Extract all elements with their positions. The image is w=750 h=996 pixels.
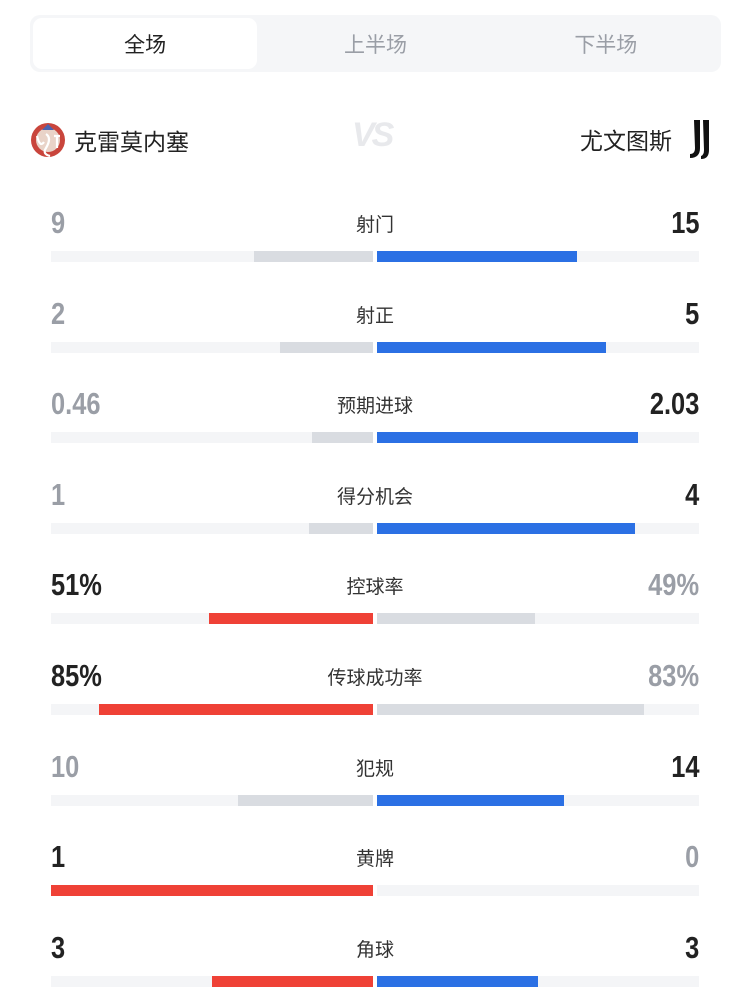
- stat-label: 预期进球: [336, 395, 413, 418]
- stat-row: 1 黄牌 0: [51, 840, 699, 900]
- stat-row: 9 射门 15: [51, 206, 699, 266]
- away-bar-fill: [377, 613, 535, 625]
- away-bar-track: [377, 794, 699, 806]
- away-bar-track: [377, 341, 699, 353]
- tab-full-match[interactable]: 全场: [33, 18, 258, 69]
- away-bar-track: [377, 613, 699, 625]
- home-team-name: 克雷莫内塞: [74, 130, 189, 156]
- away-bar-track: [377, 251, 699, 262]
- home-bar-track: [51, 794, 373, 806]
- away-value: 5: [684, 295, 699, 331]
- stat-label: 传球成功率: [327, 667, 423, 689]
- away-value: 83%: [648, 658, 699, 693]
- home-bar-fill: [208, 613, 373, 625]
- stat-row: 0.46 预期进球 2.03: [51, 387, 699, 447]
- home-value: 9: [51, 205, 66, 240]
- away-bar-track: [377, 704, 699, 715]
- home-value: 51%: [51, 567, 102, 603]
- away-bar-fill: [377, 794, 564, 806]
- home-bar-track: [51, 522, 373, 534]
- away-bar-track: [377, 522, 699, 534]
- away-team-name: 尤文图斯: [580, 129, 672, 155]
- away-value: 15: [670, 205, 699, 240]
- home-bar-track: [51, 975, 373, 987]
- juventus-logo-icon: [690, 120, 709, 159]
- away-value: 3: [684, 929, 699, 965]
- away-bar-fill: [377, 975, 538, 987]
- away-bar-fill: [377, 251, 577, 262]
- home-bar-track: [51, 251, 373, 262]
- home-bar-fill: [51, 885, 373, 897]
- stat-row: 3 角球 3: [51, 929, 699, 991]
- home-value: 10: [51, 748, 80, 784]
- home-value: 3: [51, 929, 66, 965]
- away-bar-fill: [377, 341, 606, 353]
- period-tabs: 全场 上半场 下半场: [30, 15, 721, 72]
- home-team: 克雷莫内塞: [28, 118, 189, 162]
- home-bar-track: [51, 613, 373, 625]
- away-value: 14: [670, 748, 699, 784]
- away-team: 尤文图斯: [580, 118, 714, 160]
- away-bar-track: [377, 885, 699, 897]
- stat-label: 黄牌: [355, 848, 394, 871]
- home-bar-fill: [237, 794, 373, 806]
- tab-second-half[interactable]: 下半场: [574, 32, 638, 57]
- stat-row: 51% 控球率 49%: [51, 568, 699, 628]
- home-bar-fill: [99, 704, 373, 715]
- away-bar-fill: [377, 522, 635, 534]
- home-bar-fill: [279, 341, 373, 353]
- stat-row: 1 得分机会 4: [51, 476, 699, 538]
- home-bar-fill: [212, 975, 373, 987]
- stat-label: 角球: [355, 938, 394, 961]
- vs-label: VS: [352, 116, 394, 154]
- home-bar-fill: [253, 251, 373, 262]
- away-value: 0: [684, 839, 699, 875]
- home-value: 0.46: [51, 386, 101, 422]
- away-bar-track: [377, 975, 699, 987]
- home-bar-track: [51, 341, 373, 353]
- stat-row: 10 犯规 14: [51, 748, 699, 810]
- away-value: 2.03: [649, 386, 699, 422]
- home-bar-fill: [308, 522, 373, 534]
- home-bar-track: [51, 704, 373, 715]
- home-bar-track: [51, 885, 373, 897]
- stat-label: 射正: [355, 304, 394, 327]
- stat-row: 2 射正 5: [51, 295, 699, 357]
- stat-label: 控球率: [346, 576, 404, 599]
- home-value: 85%: [51, 658, 102, 693]
- stat-label: 射门: [355, 214, 394, 236]
- stat-label: 得分机会: [336, 485, 413, 508]
- away-value: 4: [684, 476, 699, 512]
- home-value: 1: [51, 839, 66, 875]
- home-bar-fill: [311, 432, 373, 444]
- away-bar-fill: [377, 704, 645, 715]
- home-bar-track: [51, 432, 373, 444]
- home-value: 2: [51, 295, 66, 331]
- home-value: 1: [51, 476, 66, 512]
- cremonese-crest-icon: [31, 123, 65, 158]
- stat-row: 85% 传球成功率 83%: [51, 659, 699, 719]
- away-bar-track: [377, 432, 699, 444]
- away-bar-fill: [377, 432, 638, 444]
- tab-first-half[interactable]: 上半场: [343, 32, 407, 57]
- stat-label: 犯规: [355, 757, 394, 780]
- away-value: 49%: [648, 567, 699, 603]
